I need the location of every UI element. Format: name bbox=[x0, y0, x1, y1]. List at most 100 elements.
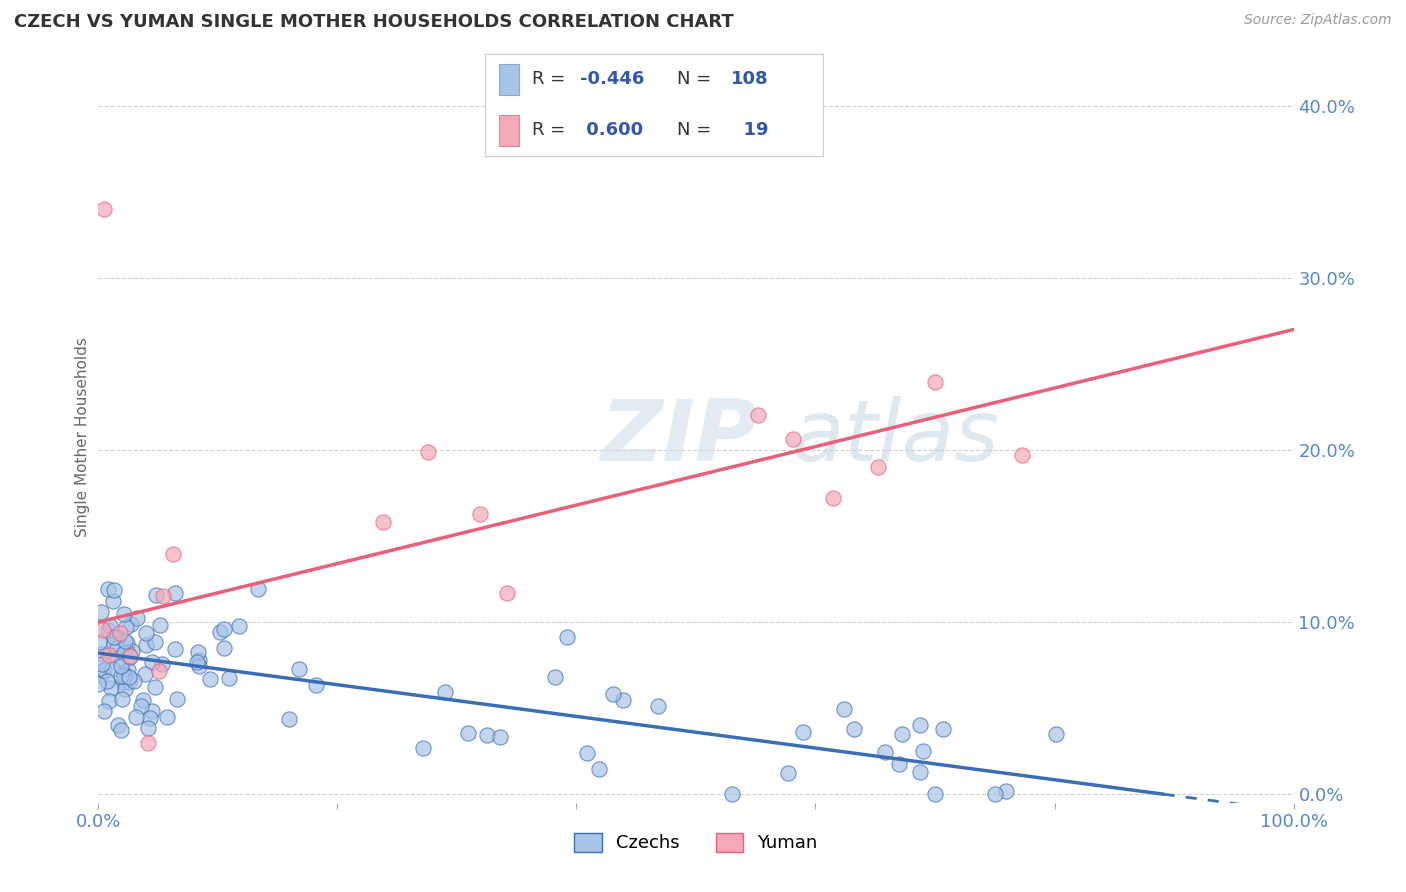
Point bbox=[135, 638, 157, 652]
Point bbox=[208, 625, 231, 640]
Point bbox=[90, 647, 112, 661]
Point bbox=[103, 637, 125, 651]
Point bbox=[87, 677, 110, 691]
Point bbox=[612, 693, 634, 707]
Point bbox=[371, 515, 394, 529]
Point bbox=[212, 641, 235, 656]
Point bbox=[143, 680, 166, 694]
Point bbox=[305, 678, 328, 692]
Point bbox=[107, 630, 129, 644]
Point bbox=[93, 704, 115, 718]
Text: -0.446: -0.446 bbox=[579, 70, 644, 88]
Bar bbox=[499, 64, 519, 95]
Text: R =: R = bbox=[533, 70, 565, 88]
Point bbox=[91, 657, 114, 672]
Point bbox=[125, 710, 148, 724]
Point bbox=[488, 730, 510, 744]
Point bbox=[90, 668, 112, 682]
Text: atlas: atlas bbox=[792, 395, 1000, 479]
Point bbox=[125, 611, 148, 625]
Text: N =: N = bbox=[678, 121, 711, 139]
Point bbox=[141, 655, 163, 669]
Text: Source: ZipAtlas.com: Source: ZipAtlas.com bbox=[1244, 13, 1392, 28]
Text: 0.600: 0.600 bbox=[579, 121, 643, 139]
Point bbox=[434, 685, 457, 699]
Point bbox=[868, 460, 890, 475]
Point bbox=[111, 691, 134, 706]
Point bbox=[90, 665, 112, 679]
Point bbox=[129, 698, 152, 713]
Point bbox=[91, 623, 114, 637]
Point bbox=[93, 663, 115, 677]
Point bbox=[90, 605, 112, 619]
Point bbox=[110, 659, 132, 673]
Point bbox=[555, 630, 578, 644]
Point bbox=[468, 508, 491, 522]
Point bbox=[588, 763, 610, 777]
Point bbox=[98, 619, 121, 633]
Point bbox=[145, 588, 167, 602]
Point bbox=[118, 648, 141, 663]
Point bbox=[188, 653, 211, 667]
Point bbox=[544, 670, 567, 684]
Point bbox=[110, 625, 132, 640]
Point bbox=[908, 764, 931, 779]
Point bbox=[496, 586, 519, 600]
Point bbox=[278, 712, 301, 726]
Point bbox=[134, 667, 156, 681]
Point bbox=[110, 723, 132, 737]
Point bbox=[218, 671, 240, 685]
Point bbox=[118, 670, 141, 684]
Point bbox=[782, 432, 804, 446]
Point bbox=[148, 665, 170, 679]
Point bbox=[932, 723, 955, 737]
Point bbox=[107, 718, 129, 732]
Point bbox=[165, 586, 187, 600]
Point bbox=[575, 747, 598, 761]
Point bbox=[832, 702, 855, 716]
Point bbox=[111, 674, 134, 689]
Point bbox=[98, 694, 121, 708]
Point bbox=[103, 630, 125, 644]
Point bbox=[891, 727, 914, 741]
Point bbox=[112, 646, 135, 660]
Point bbox=[105, 640, 128, 655]
Text: N =: N = bbox=[678, 70, 711, 88]
Point bbox=[924, 787, 946, 801]
Point bbox=[875, 745, 897, 759]
Text: ZIP: ZIP bbox=[600, 395, 758, 479]
Point bbox=[103, 583, 125, 598]
Point bbox=[747, 409, 769, 423]
Point bbox=[132, 693, 155, 707]
Point bbox=[141, 704, 163, 718]
Point bbox=[101, 662, 124, 676]
Point bbox=[247, 582, 270, 596]
Point bbox=[136, 735, 159, 749]
Point bbox=[93, 202, 115, 216]
Point bbox=[114, 681, 136, 696]
Point bbox=[475, 728, 498, 742]
Point bbox=[114, 620, 136, 634]
Text: CZECH VS YUMAN SINGLE MOTHER HOUSEHOLDS CORRELATION CHART: CZECH VS YUMAN SINGLE MOTHER HOUSEHOLDS … bbox=[14, 13, 734, 31]
Point bbox=[995, 784, 1018, 798]
Point bbox=[457, 726, 479, 740]
Point bbox=[228, 619, 250, 633]
Point bbox=[887, 757, 910, 772]
Point bbox=[186, 655, 208, 669]
Point bbox=[412, 740, 434, 755]
Point bbox=[143, 634, 166, 648]
Point bbox=[823, 491, 845, 506]
Point bbox=[792, 724, 814, 739]
Point bbox=[844, 722, 866, 736]
Point bbox=[139, 711, 162, 725]
Point bbox=[112, 669, 135, 683]
Point bbox=[149, 617, 172, 632]
Point bbox=[97, 582, 120, 597]
Point bbox=[924, 375, 946, 389]
Point bbox=[288, 662, 311, 676]
Point bbox=[107, 630, 129, 644]
Point bbox=[114, 634, 136, 648]
Point bbox=[155, 710, 177, 724]
Point bbox=[647, 698, 669, 713]
Point bbox=[120, 617, 142, 632]
